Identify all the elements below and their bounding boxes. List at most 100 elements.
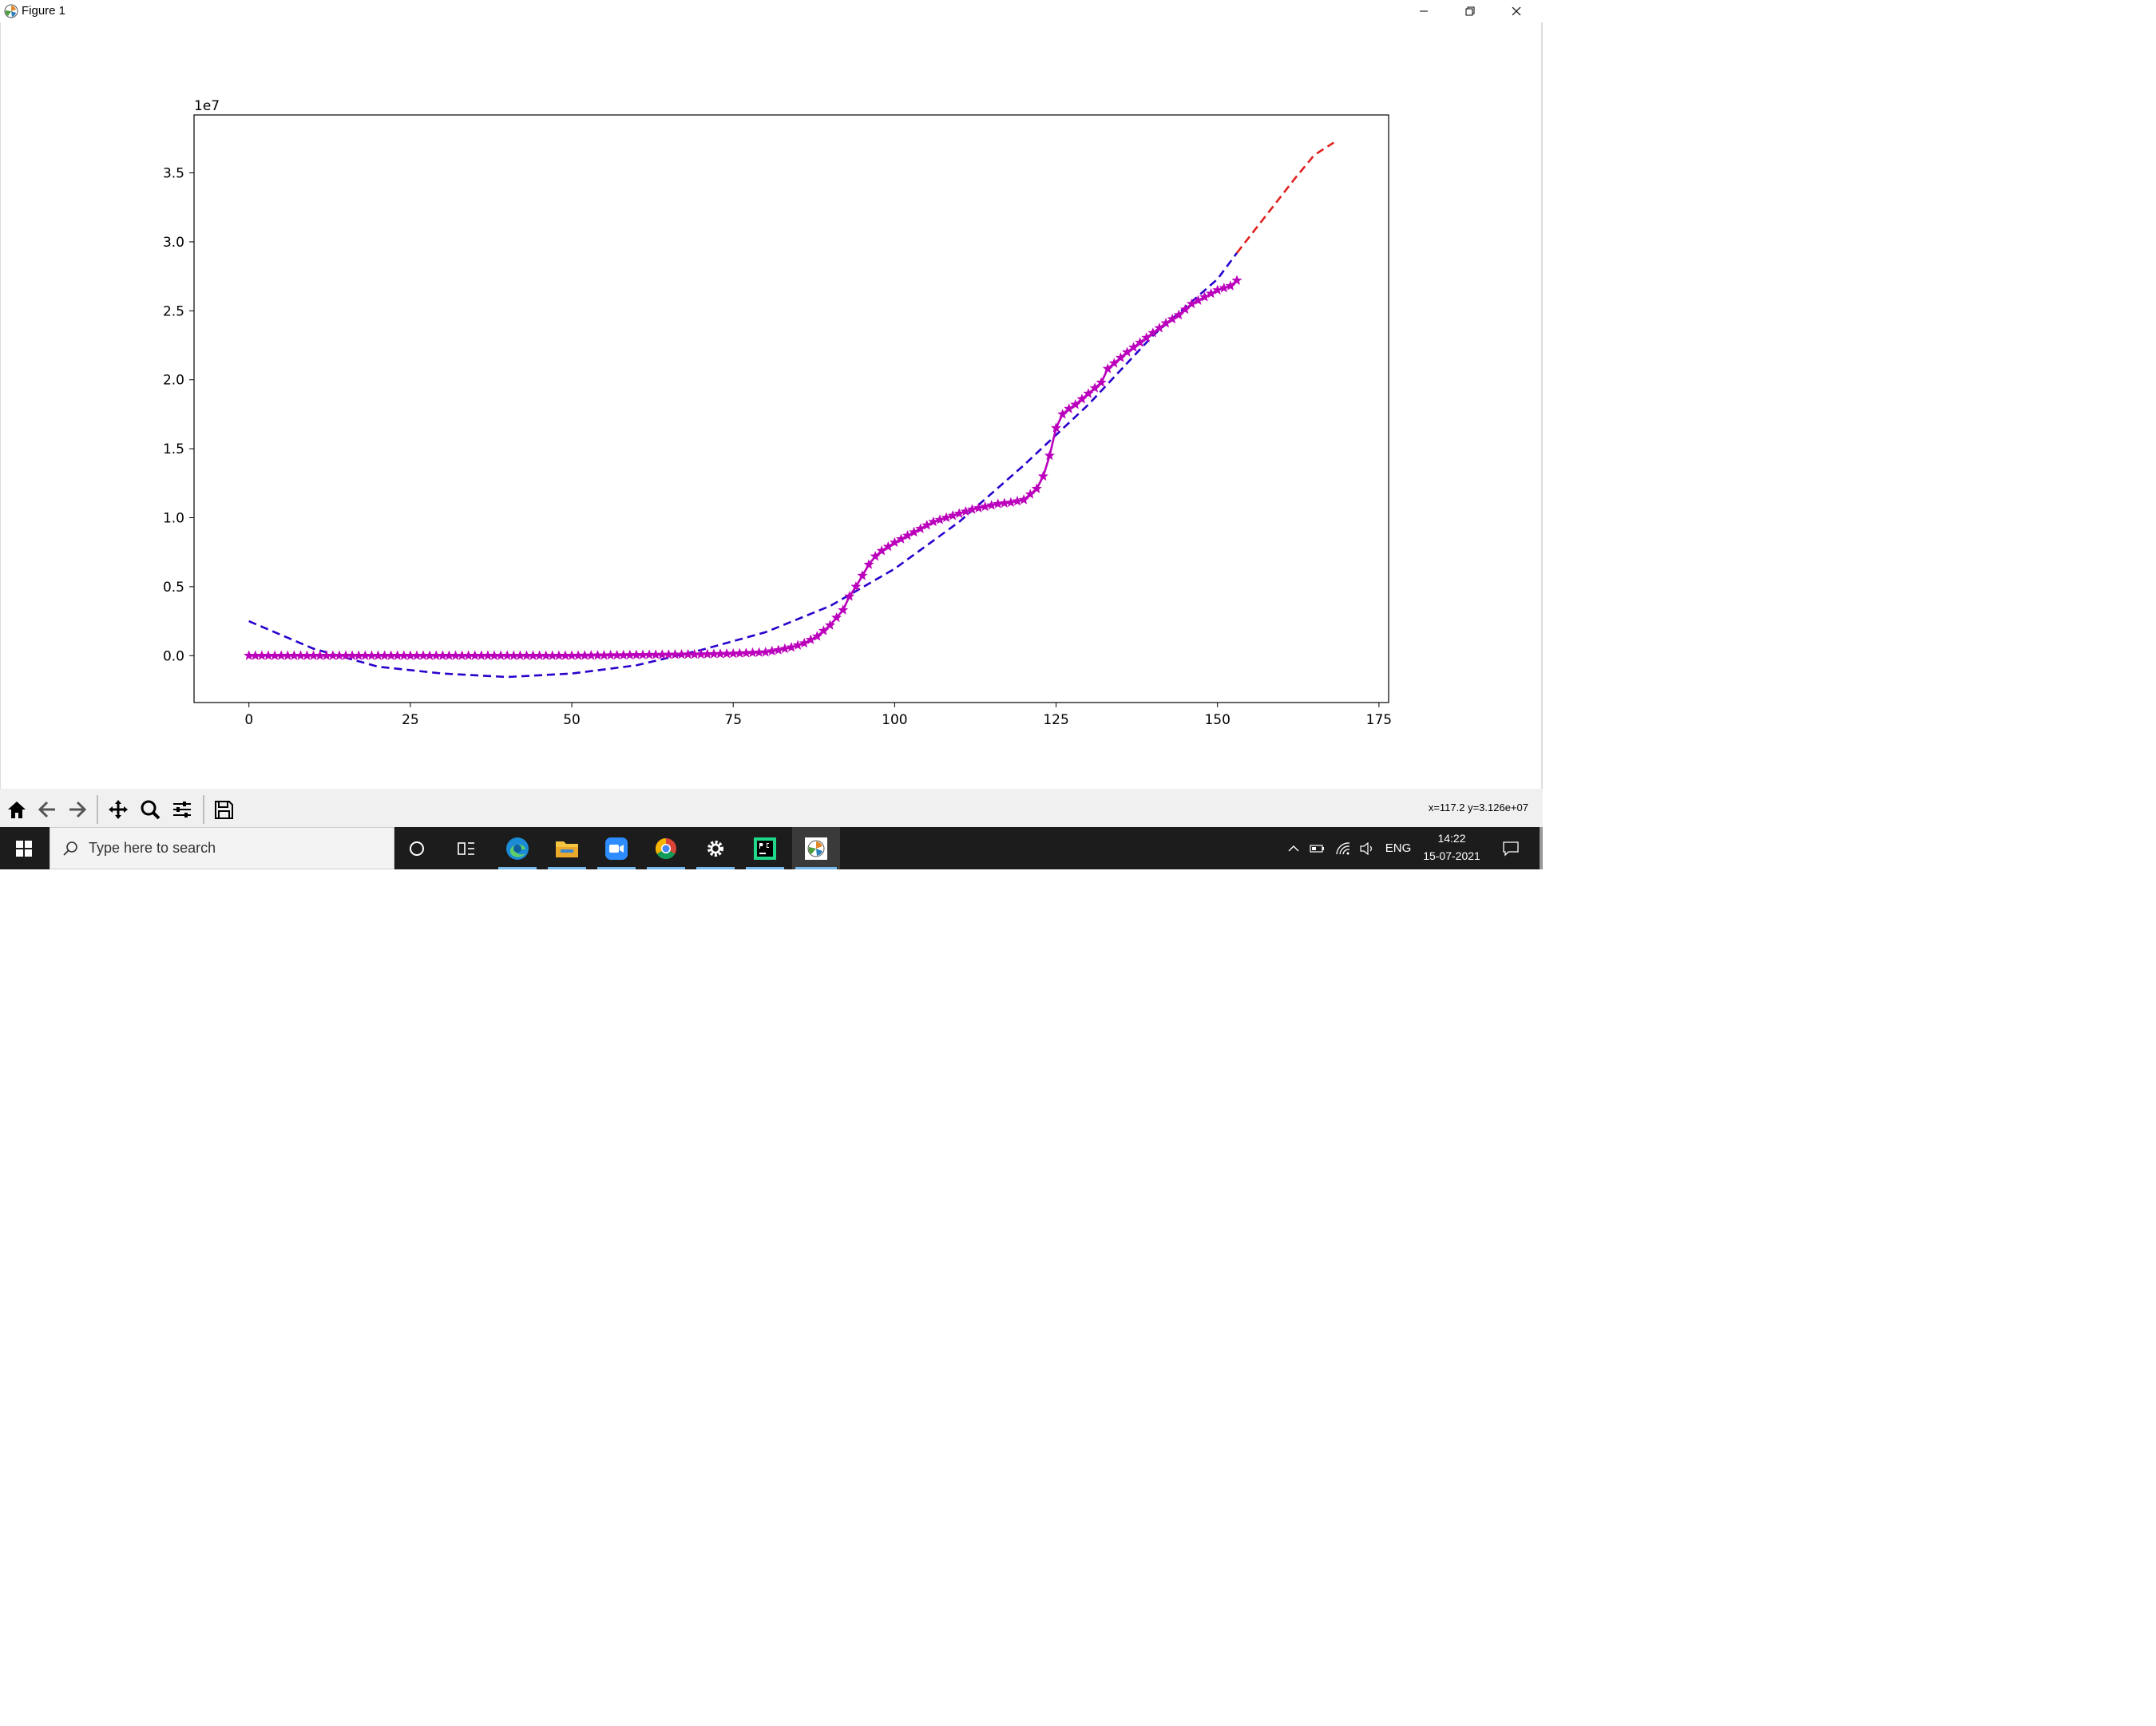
pycharm-taskbar-button[interactable]	[743, 827, 787, 869]
x-tick-label: 125	[1043, 712, 1068, 728]
zoom-button[interactable]	[136, 795, 164, 824]
matplotlib-window: Figure 1 0 25 50 75 100 125 150 175 0.0 0.5 1.0 1.5…	[0, 0, 1543, 869]
task-view-icon	[458, 841, 474, 855]
zoom-icon	[141, 800, 161, 820]
star-marker	[921, 520, 933, 530]
running-indicator	[548, 867, 586, 869]
show-hidden-icons-button[interactable]	[1284, 827, 1303, 869]
x-tick-label: 50	[563, 712, 581, 728]
edge-taskbar-button[interactable]	[495, 827, 540, 869]
star-marker	[838, 604, 849, 615]
restore-button[interactable]	[1447, 0, 1493, 22]
star-marker	[960, 505, 971, 517]
y-tick-label: 1.0	[163, 510, 184, 526]
series-line-1	[1235, 141, 1334, 254]
star-marker	[1031, 483, 1042, 493]
file-explorer-taskbar-button[interactable]	[545, 827, 589, 869]
star-marker	[1064, 403, 1075, 414]
close-button[interactable]	[1493, 0, 1540, 22]
y-tick-label: 1.5	[163, 441, 184, 457]
star-marker	[1219, 282, 1230, 293]
star-marker	[760, 647, 771, 657]
star-marker	[831, 612, 842, 623]
x-tick-label: 100	[882, 712, 907, 728]
star-marker	[1231, 275, 1242, 285]
navigation-toolbar: x=117.2 y=3.126e+07	[0, 789, 1543, 827]
zoom-app-taskbar-button[interactable]	[594, 827, 639, 869]
chrome-icon	[655, 837, 676, 859]
wifi-icon	[1336, 841, 1350, 854]
cortana-button[interactable]	[394, 827, 439, 869]
y-tick-label: 0.0	[163, 648, 184, 664]
edge-icon	[506, 837, 529, 860]
minimize-icon	[1420, 10, 1428, 12]
show-desktop-button[interactable]	[1540, 827, 1543, 869]
star-marker	[909, 526, 920, 537]
star-marker	[1212, 284, 1223, 295]
series-line-0	[248, 252, 1239, 679]
running-indicator	[795, 867, 837, 869]
save-button[interactable]	[209, 795, 238, 824]
pan-button[interactable]	[104, 795, 133, 824]
minimize-button[interactable]	[1401, 0, 1447, 22]
star-marker	[973, 502, 984, 513]
star-marker	[993, 498, 1004, 509]
star-marker	[999, 497, 1010, 508]
star-marker	[1160, 318, 1171, 328]
battery-button[interactable]	[1306, 827, 1329, 869]
star-marker	[986, 500, 997, 510]
star-marker	[1096, 377, 1107, 387]
forward-button[interactable]	[63, 795, 92, 824]
y-tick-label: 3.5	[163, 166, 184, 182]
star-marker	[1186, 298, 1197, 309]
star-marker	[941, 512, 952, 522]
star-marker	[1051, 422, 1062, 433]
x-tick-label: 175	[1366, 712, 1392, 728]
configure-subplots-button[interactable]	[168, 795, 196, 824]
close-icon	[1512, 6, 1521, 16]
chevron-up-icon	[1288, 845, 1299, 851]
home-icon	[8, 802, 26, 818]
save-icon	[215, 801, 233, 819]
toolbar-separator	[203, 795, 204, 824]
star-marker	[767, 645, 778, 656]
figure-canvas[interactable]: 0 25 50 75 100 125 150 175 0.0 0.5 1.0 1.5 2.0 2.5 3.0…	[0, 22, 1543, 789]
star-marker	[773, 644, 784, 655]
taskbar-search[interactable]: Type here to search	[50, 827, 394, 869]
running-indicator	[647, 867, 685, 869]
star-marker	[1199, 291, 1210, 302]
language-indicator[interactable]: ENG	[1385, 841, 1412, 855]
settings-taskbar-button[interactable]	[693, 827, 738, 869]
search-placeholder: Type here to search	[89, 840, 216, 856]
star-marker	[896, 533, 906, 544]
start-button[interactable]	[0, 827, 48, 869]
chrome-taskbar-button[interactable]	[644, 827, 688, 869]
star-marker	[1192, 295, 1203, 305]
cortana-icon	[410, 841, 424, 856]
star-marker	[1154, 323, 1165, 333]
matplotlib-taskbar-button[interactable]	[792, 827, 840, 869]
matplotlib-icon	[4, 4, 18, 18]
running-indicator	[597, 867, 636, 869]
star-marker	[844, 591, 855, 601]
back-button[interactable]	[33, 795, 61, 824]
star-marker	[825, 620, 835, 630]
notifications-button[interactable]	[1495, 827, 1527, 869]
axes-frame	[193, 114, 1389, 703]
clock-date[interactable]: 15-07-2021	[1423, 849, 1480, 862]
y-tick-label: 2.0	[163, 373, 184, 389]
clock-time[interactable]: 14:22	[1437, 832, 1466, 845]
star-marker	[850, 581, 862, 592]
home-button[interactable]	[2, 795, 31, 824]
restore-icon	[1465, 6, 1475, 16]
y-tick-label: 3.0	[163, 235, 184, 251]
star-marker	[928, 516, 939, 527]
task-view-button[interactable]	[444, 827, 489, 869]
volume-button[interactable]	[1356, 827, 1378, 869]
star-marker	[1135, 337, 1146, 347]
line-chart[interactable]: 0 25 50 75 100 125 150 175 0.0 0.5 1.0 1.5 2.0 2.5 3.0…	[1, 22, 1544, 789]
windows-logo-icon	[16, 840, 32, 857]
star-marker	[1141, 332, 1152, 342]
wifi-button[interactable]	[1332, 827, 1354, 869]
star-marker	[1037, 470, 1048, 481]
